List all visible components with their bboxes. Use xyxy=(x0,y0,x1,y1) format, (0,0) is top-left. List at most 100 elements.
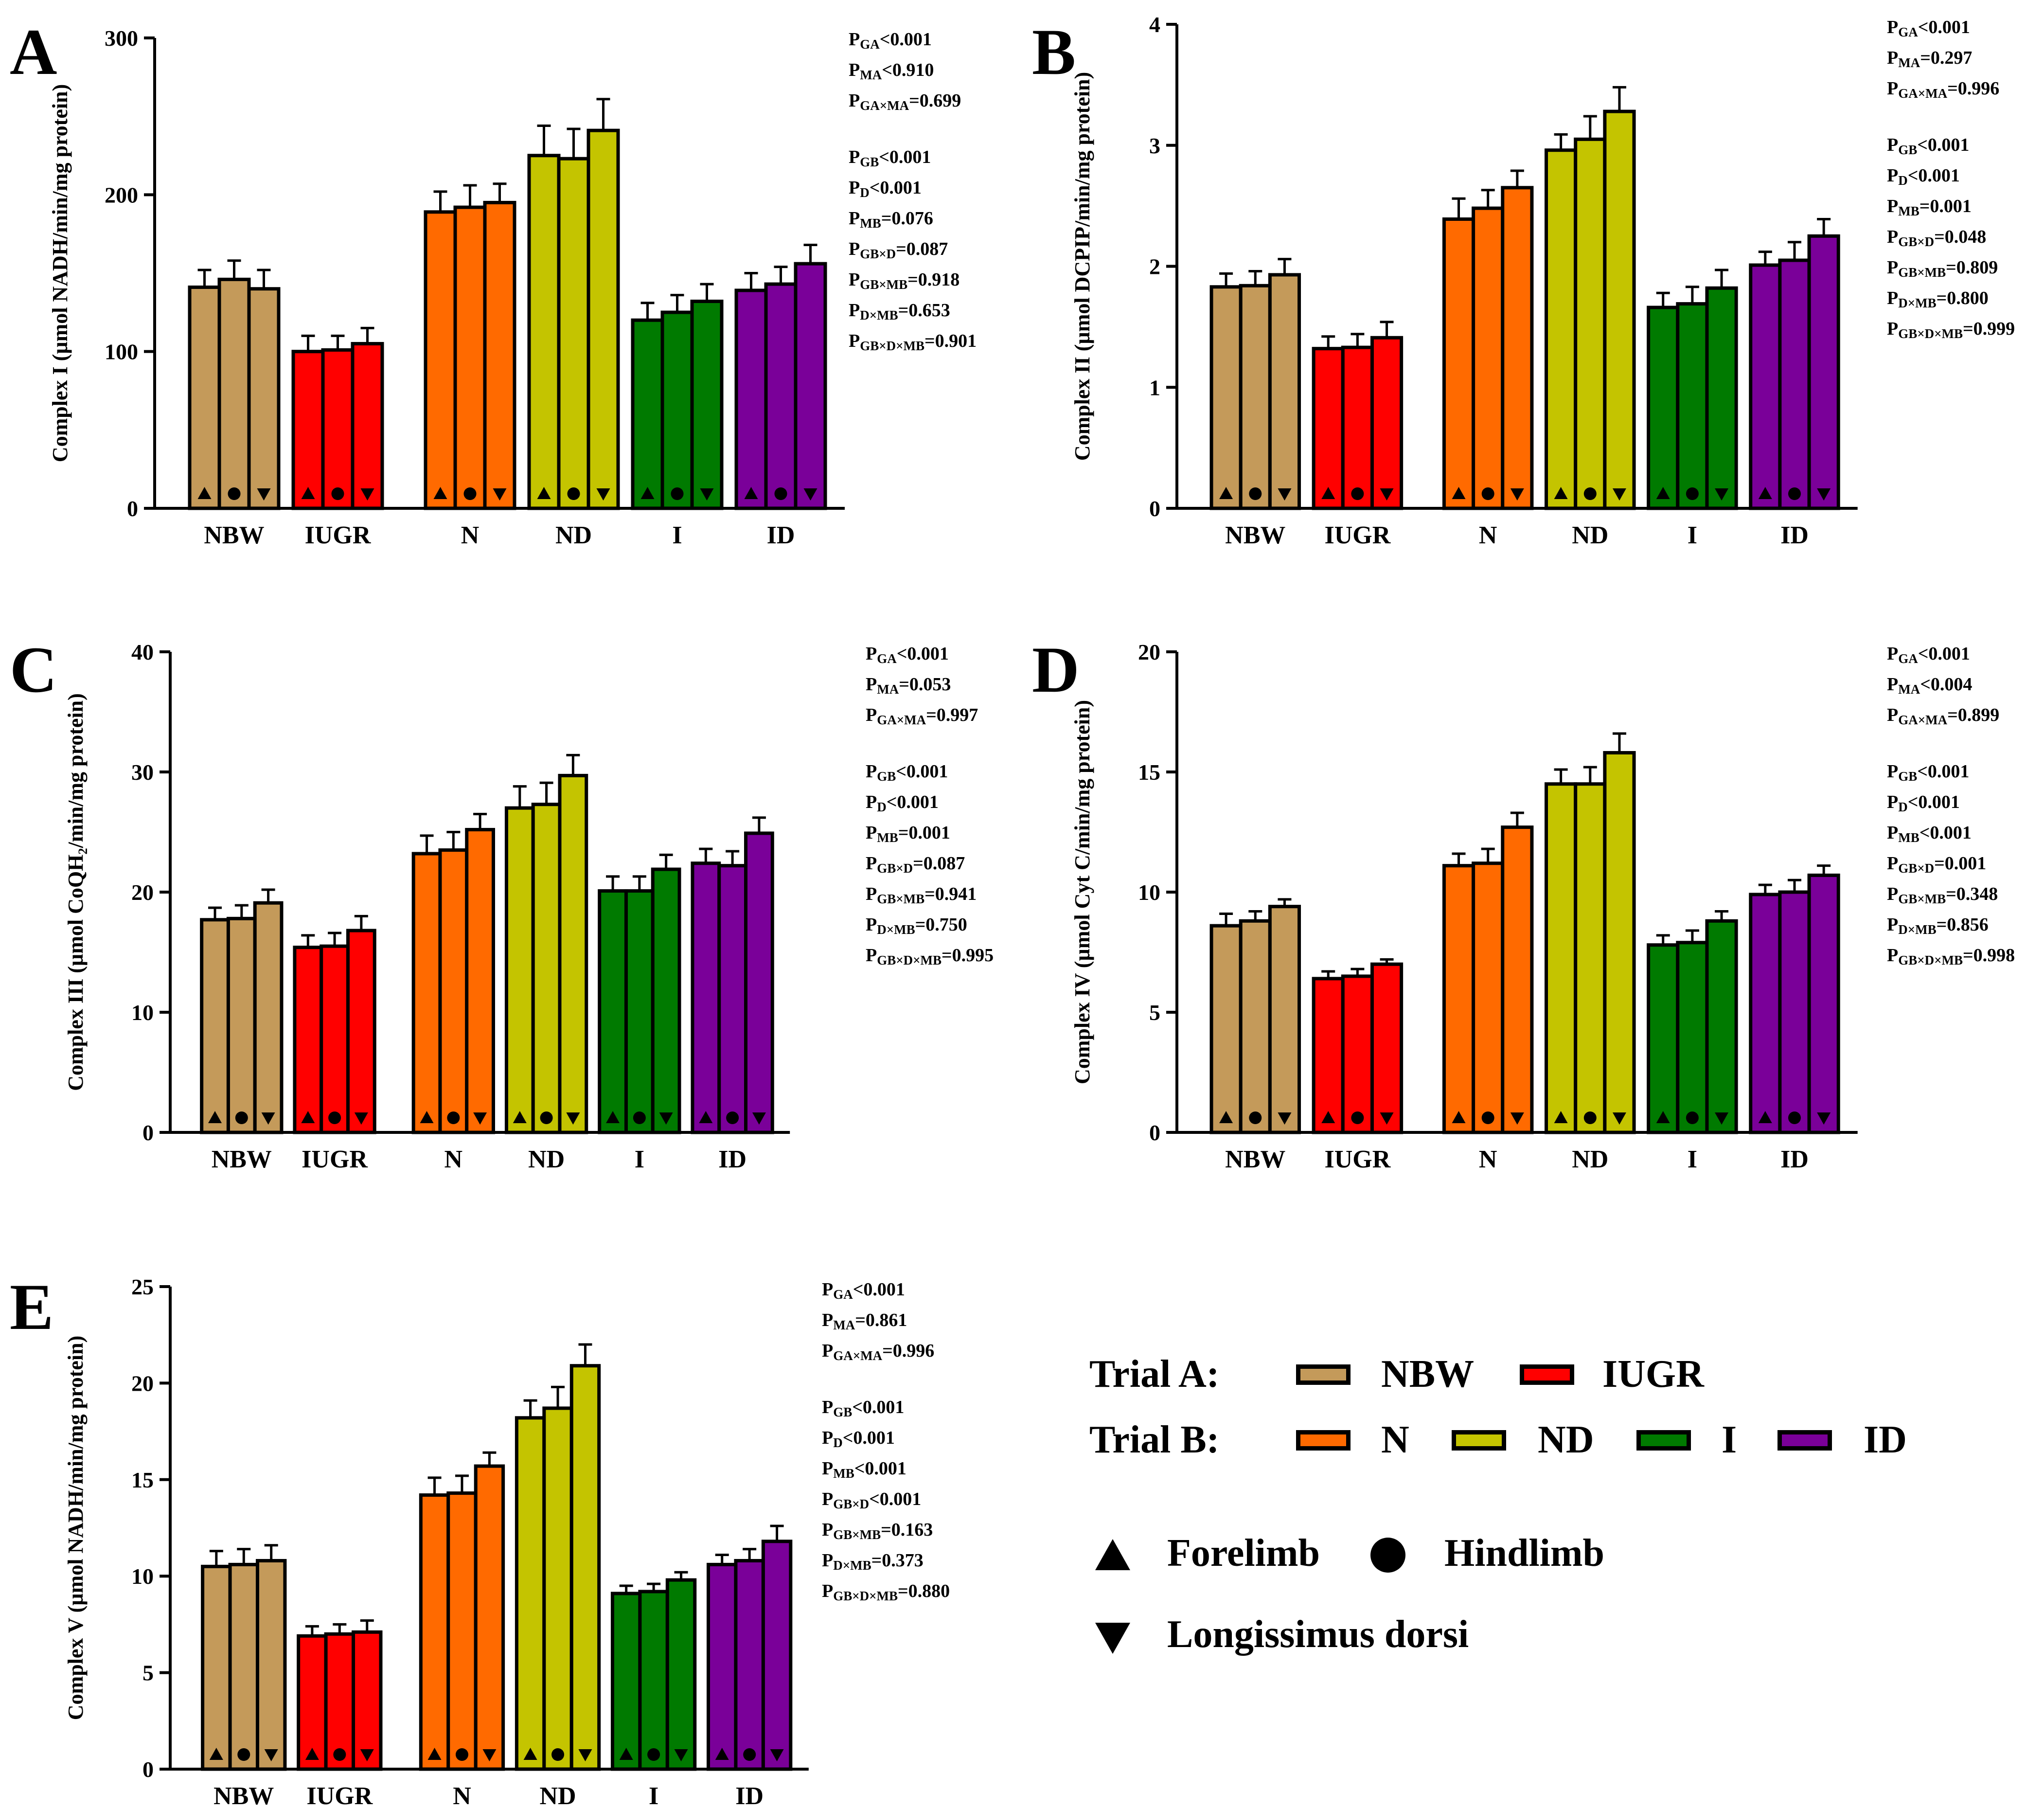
x-tick-label-nd: ND xyxy=(528,1146,565,1173)
stat-value: =0.901 xyxy=(924,331,977,351)
stat-line: PGA<0.001 xyxy=(1887,641,2015,672)
stat-value: =0.048 xyxy=(1934,227,1987,247)
x-tick-label-nbw: NBW xyxy=(1225,1146,1285,1173)
y-tick-label: 20 xyxy=(131,1371,154,1396)
stat-subscript: GB×D xyxy=(860,247,896,261)
stat-value: =0.348 xyxy=(1946,884,1998,904)
stat-line: PGA×MA=0.699 xyxy=(849,88,977,119)
marker-triangle-up-icon xyxy=(1758,487,1772,499)
legend-label-longissimus: Longissimus dorsi xyxy=(1167,1613,1469,1656)
stat-subscript: GA xyxy=(1898,25,1918,39)
marker-circle-icon xyxy=(774,487,787,500)
marker-circle-icon xyxy=(331,487,344,500)
stats-gap xyxy=(1887,107,2015,132)
stat-line: PGA×MA=0.996 xyxy=(822,1338,950,1369)
marker-triangle-down-icon xyxy=(752,1112,766,1125)
stat-p: P xyxy=(866,792,877,812)
stat-subscript: GB×D×MB xyxy=(1898,953,1963,968)
bar-nbw-forelimb xyxy=(201,1564,232,1771)
marker-circle-icon xyxy=(463,487,477,500)
bar-n-longissimus xyxy=(465,828,495,1134)
stat-p: P xyxy=(822,1489,834,1509)
marker-circle-icon xyxy=(237,1748,250,1761)
stat-value: <0.001 xyxy=(842,1428,895,1448)
marker-circle-icon xyxy=(647,1748,660,1761)
legend-swatch-nd xyxy=(1452,1430,1506,1451)
stat-subscript: D xyxy=(1898,800,1908,814)
x-tick-label-nd: ND xyxy=(1572,1146,1608,1173)
stat-subscript: MB xyxy=(860,216,881,231)
stat-value: =0.800 xyxy=(1936,288,1989,308)
stat-value: =0.001 xyxy=(1919,196,1972,216)
bar-iugr-forelimb xyxy=(297,1634,328,1771)
y-tick-label: 0 xyxy=(142,1757,154,1782)
chart-panel-a: NBW IUGR N ND I ID 0 100 200 300 Complex I (µmol N… xyxy=(48,26,845,549)
stats-panel-c: PGA<0.001 PMA=0.053 PGA×MA=0.997 PGB<0.001 P… xyxy=(866,641,994,973)
x-tick-label-i: I xyxy=(649,1782,658,1810)
stat-value: =0.163 xyxy=(881,1520,933,1540)
y-tick-label: 0 xyxy=(1149,496,1160,521)
stat-value: =0.918 xyxy=(907,269,960,290)
stat-subscript: D×MB xyxy=(833,1558,871,1573)
stat-subscript: GB×MB xyxy=(1898,265,1946,280)
y-axis-label: Complex III (µmol CoQH₂/min/mg protein) xyxy=(64,693,88,1091)
marker-triangle-down-icon xyxy=(264,1749,278,1761)
stat-line: PGB×D=0.087 xyxy=(866,851,994,881)
marker-triangle-up-icon xyxy=(301,1111,315,1123)
stat-p: P xyxy=(822,1341,834,1361)
bar-id-longissimus xyxy=(744,831,774,1134)
marker-triangle-up-icon xyxy=(1452,1111,1466,1123)
stat-line: PGB<0.001 xyxy=(822,1395,950,1425)
marker-triangle-up-icon xyxy=(1656,1111,1670,1123)
bar-i-longissimus xyxy=(665,1578,697,1771)
stat-p: P xyxy=(849,239,860,259)
marker-triangle-down-icon xyxy=(1817,1112,1831,1125)
marker-triangle-down-icon xyxy=(803,488,818,501)
stat-subscript: GA xyxy=(877,651,897,666)
stat-line: PD×MB=0.653 xyxy=(849,298,977,328)
stat-line: PGA×MA=0.996 xyxy=(1887,76,2015,107)
x-tick-label-iugr: IUGR xyxy=(1324,1146,1391,1173)
bar-n-longissimus xyxy=(474,1464,505,1771)
marker-triangle-up-icon xyxy=(513,1111,527,1123)
bar-nd-hindlimb xyxy=(1574,137,1607,510)
marker-triangle-down-icon xyxy=(1817,488,1831,501)
chart-panel-c: NBW IUGR N ND I ID 0 10 20 30 40 Complex III (µmol … xyxy=(64,640,790,1173)
stat-p: P xyxy=(849,147,860,167)
bar-id-longissimus xyxy=(1807,873,1840,1134)
stat-line: PGA<0.001 xyxy=(822,1277,950,1308)
marker-triangle-up-icon xyxy=(1656,487,1670,499)
bar-i-hindlimb xyxy=(1676,941,1709,1134)
legend-circle-icon xyxy=(1370,1538,1405,1573)
stat-value: =0.997 xyxy=(926,705,978,725)
stat-subscript: D xyxy=(833,1435,843,1450)
bar-i-hindlimb xyxy=(624,889,655,1134)
y-tick-label: 25 xyxy=(131,1274,154,1299)
bar-id-longissimus xyxy=(794,262,827,510)
x-tick-label-id: ID xyxy=(767,521,795,549)
bar-n-longissimus xyxy=(1501,186,1534,510)
stat-subscript: MA xyxy=(1898,682,1920,697)
stat-p: P xyxy=(1887,644,1899,664)
bar-iugr-longissimus xyxy=(1370,962,1404,1134)
bar-id-forelimb xyxy=(1749,893,1782,1134)
x-tick-label-i: I xyxy=(672,521,682,549)
stat-value: =0.053 xyxy=(899,674,951,695)
stat-value: =0.856 xyxy=(1936,914,1989,935)
bar-nbw-longissimus xyxy=(1268,905,1301,1134)
stat-subscript: MB xyxy=(1898,830,1920,845)
marker-triangle-up-icon xyxy=(1452,487,1466,499)
bar-n-forelimb xyxy=(1442,864,1475,1134)
chart-panel-b: NBW IUGR N ND I ID 0 1 2 3 4 Complex II (µmol DCPIP… xyxy=(1070,12,1858,549)
stat-value: =0.941 xyxy=(924,884,977,904)
stat-line: PD×MB=0.800 xyxy=(1887,286,2015,316)
stat-value: <0.001 xyxy=(1918,17,1970,37)
stat-line: PMA=0.053 xyxy=(866,672,994,702)
stat-value: <0.001 xyxy=(869,178,922,198)
stat-line: PMB<0.001 xyxy=(1887,820,2015,851)
marker-triangle-up-icon xyxy=(537,487,551,499)
marker-circle-icon xyxy=(228,487,241,500)
marker-triangle-up-icon xyxy=(1554,487,1568,499)
marker-triangle-up-icon xyxy=(305,1748,319,1760)
marker-triangle-up-icon xyxy=(699,1111,713,1123)
